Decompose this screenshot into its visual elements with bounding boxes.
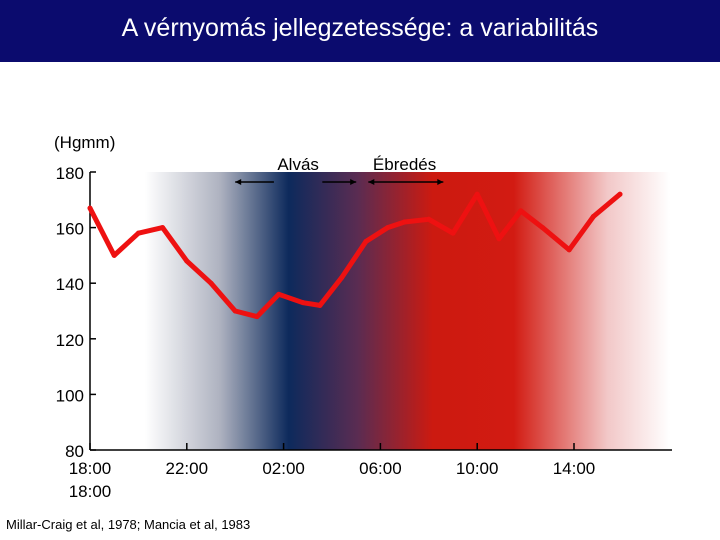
- data-point: [87, 205, 93, 211]
- x-tick-label: 14:00: [553, 459, 596, 478]
- x-tick-sublabel: 18:00: [69, 482, 112, 501]
- blood-pressure-chart: (Hgmm) 180 160 140 120 100 80 18:00 18:00 22:00…: [54, 133, 715, 501]
- y-tick-label: 120: [56, 331, 84, 350]
- data-point: [339, 275, 345, 281]
- data-point: [111, 252, 117, 258]
- y-tick-label: 140: [56, 275, 84, 294]
- data-point: [402, 219, 408, 225]
- arrow-head: [350, 179, 357, 185]
- y-axis-label: (Hgmm): [54, 133, 115, 152]
- data-point: [617, 191, 623, 197]
- data-point: [426, 216, 432, 222]
- page-title: A vérnyomás jellegzetessége: a variabili…: [121, 14, 599, 42]
- data-point: [254, 314, 260, 320]
- arrow-head: [368, 179, 375, 185]
- x-tick-label: 22:00: [166, 459, 209, 478]
- annotation-alvas: Alvás: [277, 155, 319, 174]
- data-point: [385, 225, 391, 231]
- arrow-head: [235, 179, 242, 185]
- y-tick-label: 160: [56, 220, 84, 239]
- data-point: [208, 280, 214, 286]
- title-bar: A vérnyomás jellegzetessége: a variabili…: [0, 0, 720, 62]
- blood-pressure-line: [87, 191, 623, 320]
- data-point: [566, 247, 572, 253]
- x-tick-label: 18:00: [69, 459, 112, 478]
- data-point: [317, 302, 323, 308]
- data-point: [518, 208, 524, 214]
- data-point: [232, 308, 238, 314]
- x-tick-label: 02:00: [262, 459, 305, 478]
- data-point: [540, 225, 546, 231]
- data-point: [496, 236, 502, 242]
- arrow-head: [437, 179, 444, 185]
- x-tick-label: 06:00: [359, 459, 402, 478]
- data-point: [276, 291, 282, 297]
- data-point: [135, 230, 141, 236]
- data-point: [363, 239, 369, 244]
- data-point: [160, 225, 166, 231]
- data-point: [590, 213, 596, 219]
- y-tick-label: 80: [65, 442, 84, 461]
- citation: Millar-Craig et al, 1978; Mancia et al, …: [6, 517, 251, 532]
- annotation-ebredes: Ébredés: [373, 155, 436, 174]
- y-tick-label: 100: [56, 386, 84, 405]
- data-point: [300, 300, 306, 306]
- y-tick-label: 180: [56, 164, 84, 183]
- data-point: [184, 258, 190, 264]
- x-tick-label: 10:00: [456, 459, 499, 478]
- data-point: [450, 230, 456, 236]
- data-point: [474, 191, 480, 197]
- plot-background: [95, 172, 715, 450]
